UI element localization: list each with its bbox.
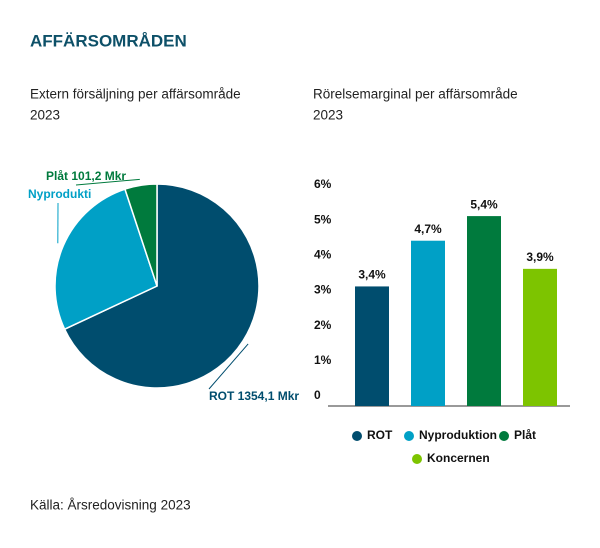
chart-title: Rörelsemarginal per affärsområde xyxy=(313,87,518,102)
y-tick-label: 0 xyxy=(314,388,321,402)
pie-slice xyxy=(63,183,260,389)
leader-line xyxy=(208,343,249,390)
y-tick-label: 4% xyxy=(314,248,332,262)
chart-title: Extern försäljning per affärsområde xyxy=(30,87,241,102)
data-label: 4,7% xyxy=(414,222,442,236)
y-tick-label: 6% xyxy=(314,177,332,191)
y-tick-label: 2% xyxy=(314,318,332,332)
legend-marker xyxy=(412,454,422,464)
bar xyxy=(467,216,501,406)
y-tick-label: 5% xyxy=(314,212,332,226)
y-tick-label: 3% xyxy=(314,283,332,297)
data-label: 5,4% xyxy=(470,197,498,211)
data-label: ROT 1354,1 Mkr xyxy=(209,389,299,403)
bar xyxy=(355,286,389,406)
data-label: 3,9% xyxy=(526,250,554,264)
chart-title: 2023 xyxy=(313,108,343,123)
source: Källa: Årsredovisning 2023 xyxy=(30,498,191,513)
pie-slice xyxy=(124,183,158,287)
pie-slice xyxy=(54,188,158,331)
legend-marker xyxy=(404,431,414,441)
y-tick-label: 1% xyxy=(314,353,332,367)
legend-label: Nyproduktion xyxy=(419,428,497,442)
data-label: Plåt 101,2 Mkr xyxy=(46,169,126,183)
data-label: 3,4% xyxy=(358,268,386,282)
bar xyxy=(523,268,557,406)
page-title: AFFÄRSOMRÅDEN xyxy=(30,31,187,50)
legend-marker xyxy=(499,431,509,441)
legend-label: ROT xyxy=(367,428,393,442)
legend-label: Koncernen xyxy=(427,451,490,465)
legend-label: Plåt xyxy=(514,428,536,442)
chart-title: 2023 xyxy=(30,108,60,123)
data-label: Nyprodukti xyxy=(28,187,91,201)
bar xyxy=(411,240,445,406)
legend-marker xyxy=(352,431,362,441)
leader-line xyxy=(75,178,140,186)
